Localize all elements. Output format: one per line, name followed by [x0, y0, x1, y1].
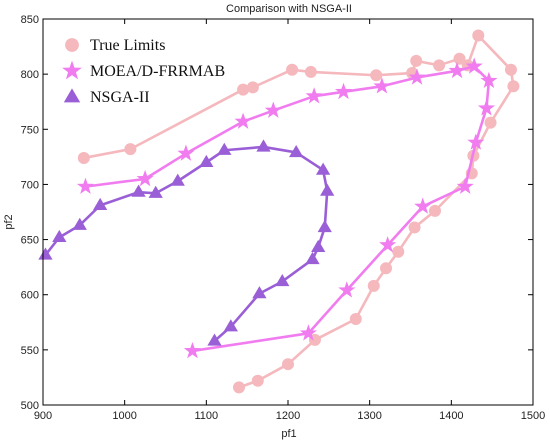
- data-point-2-2: [252, 286, 267, 299]
- series-line-2: [44, 145, 329, 343]
- data-point-1-9: [465, 57, 483, 74]
- data-point-2-19: [38, 247, 53, 260]
- series-1: [76, 57, 498, 359]
- data-point-0-1: [251, 374, 264, 387]
- legend-label-1: MOEA/D-FRRMAB: [90, 63, 225, 80]
- legend-marker-1: [62, 60, 82, 80]
- legend-label-0: True Limits: [90, 37, 165, 54]
- data-point-0-19: [410, 54, 423, 67]
- data-point-2-8: [315, 162, 331, 175]
- data-point-2-13: [170, 173, 185, 186]
- legend-label-2: NSGA-II: [90, 89, 150, 106]
- data-point-2-12: [199, 154, 214, 168]
- data-point-2-11: [217, 142, 232, 155]
- data-point-0-18: [433, 59, 446, 72]
- y-axis-label: pf2: [3, 214, 15, 229]
- data-point-0-8: [408, 221, 421, 234]
- x-tick-label-1: 1000: [112, 410, 136, 422]
- data-point-0-27: [77, 151, 90, 164]
- data-point-2-9: [289, 144, 304, 158]
- data-point-0-5: [367, 279, 380, 292]
- y-tick-label-0: 500: [21, 400, 39, 412]
- data-point-2-10: [256, 139, 271, 152]
- data-point-1-8: [480, 71, 498, 89]
- data-point-0-25: [237, 83, 250, 96]
- data-point-0-9: [429, 204, 441, 217]
- data-point-2-7: [320, 183, 335, 196]
- y-tick-label-6: 800: [21, 69, 39, 81]
- data-point-2-15: [131, 184, 146, 197]
- data-point-1-7: [477, 99, 496, 116]
- data-point-0-23: [286, 63, 299, 76]
- x-tick-label-5: 1400: [439, 410, 463, 422]
- data-point-1-18: [136, 169, 154, 187]
- data-point-0-6: [380, 262, 392, 275]
- data-point-0-7: [392, 245, 405, 258]
- data-point-1-2: [338, 281, 356, 298]
- data-point-2-17: [72, 217, 87, 230]
- data-point-0-21: [370, 69, 383, 82]
- data-point-1-3: [379, 236, 397, 253]
- data-point-2-18: [52, 229, 67, 243]
- data-point-1-14: [305, 87, 323, 104]
- data-point-0-14: [504, 63, 517, 76]
- data-point-1-10: [448, 61, 466, 79]
- data-point-0-17: [453, 52, 466, 65]
- y-tick-label-7: 850: [21, 14, 39, 26]
- data-point-2-4: [305, 251, 320, 265]
- data-point-2-0: [207, 333, 222, 346]
- data-point-0-24: [246, 81, 259, 94]
- data-point-2-3: [275, 273, 290, 287]
- data-point-2-5: [311, 239, 326, 252]
- legend: True Limits MOEA/D-FRRMAB NSGA-II: [62, 37, 225, 106]
- data-point-2-6: [317, 219, 332, 233]
- data-point-0-0: [233, 381, 245, 394]
- y-tick-label-4: 700: [21, 179, 39, 191]
- data-point-2-1: [223, 319, 238, 332]
- x-axis-label: pf1: [281, 428, 296, 440]
- series-0: [77, 29, 520, 394]
- data-point-2-16: [93, 197, 108, 211]
- data-point-1-15: [264, 101, 282, 118]
- data-point-0-15: [472, 29, 485, 42]
- data-point-1-11: [408, 68, 426, 85]
- data-point-1-17: [177, 144, 195, 161]
- data-point-1-5: [456, 177, 474, 194]
- axes: 900 1000 1100 1200 1300 1400 1500 500 550 600 650 7…: [21, 14, 546, 422]
- data-point-0-4: [349, 312, 362, 325]
- data-point-0-22: [304, 65, 317, 78]
- data-point-1-16: [234, 112, 252, 129]
- y-tick-label-3: 650: [21, 235, 39, 247]
- data-point-1-4: [414, 197, 432, 214]
- series-line-1: [84, 65, 491, 353]
- data-point-0-12: [484, 116, 497, 129]
- y-tick-label-5: 750: [21, 124, 39, 136]
- chart-title: Comparison with NSGA-II: [226, 3, 352, 15]
- data-point-0-13: [507, 80, 520, 93]
- data-point-1-19: [76, 177, 95, 194]
- y-tick-label-1: 550: [21, 345, 39, 357]
- data-point-1-12: [373, 77, 391, 94]
- plot-area: [38, 29, 520, 394]
- legend-marker-2: [63, 88, 81, 103]
- x-tick-label-6: 1500: [521, 410, 545, 422]
- x-tick-label-3: 1200: [276, 410, 300, 422]
- data-point-1-1: [299, 324, 317, 341]
- data-point-2-14: [148, 185, 163, 198]
- data-point-1-0: [183, 341, 202, 359]
- data-point-1-13: [334, 82, 353, 100]
- data-point-0-2: [282, 358, 294, 371]
- data-point-0-26: [124, 143, 137, 156]
- data-point-1-6: [467, 133, 485, 150]
- x-tick-label-2: 1100: [195, 410, 219, 422]
- y-tick-label-2: 600: [21, 290, 39, 302]
- series-line-0: [82, 34, 515, 389]
- x-tick-label-4: 1300: [357, 410, 381, 422]
- legend-marker-0: [65, 38, 79, 52]
- series-2: [38, 139, 335, 346]
- x-tick-label-0: 900: [34, 410, 52, 422]
